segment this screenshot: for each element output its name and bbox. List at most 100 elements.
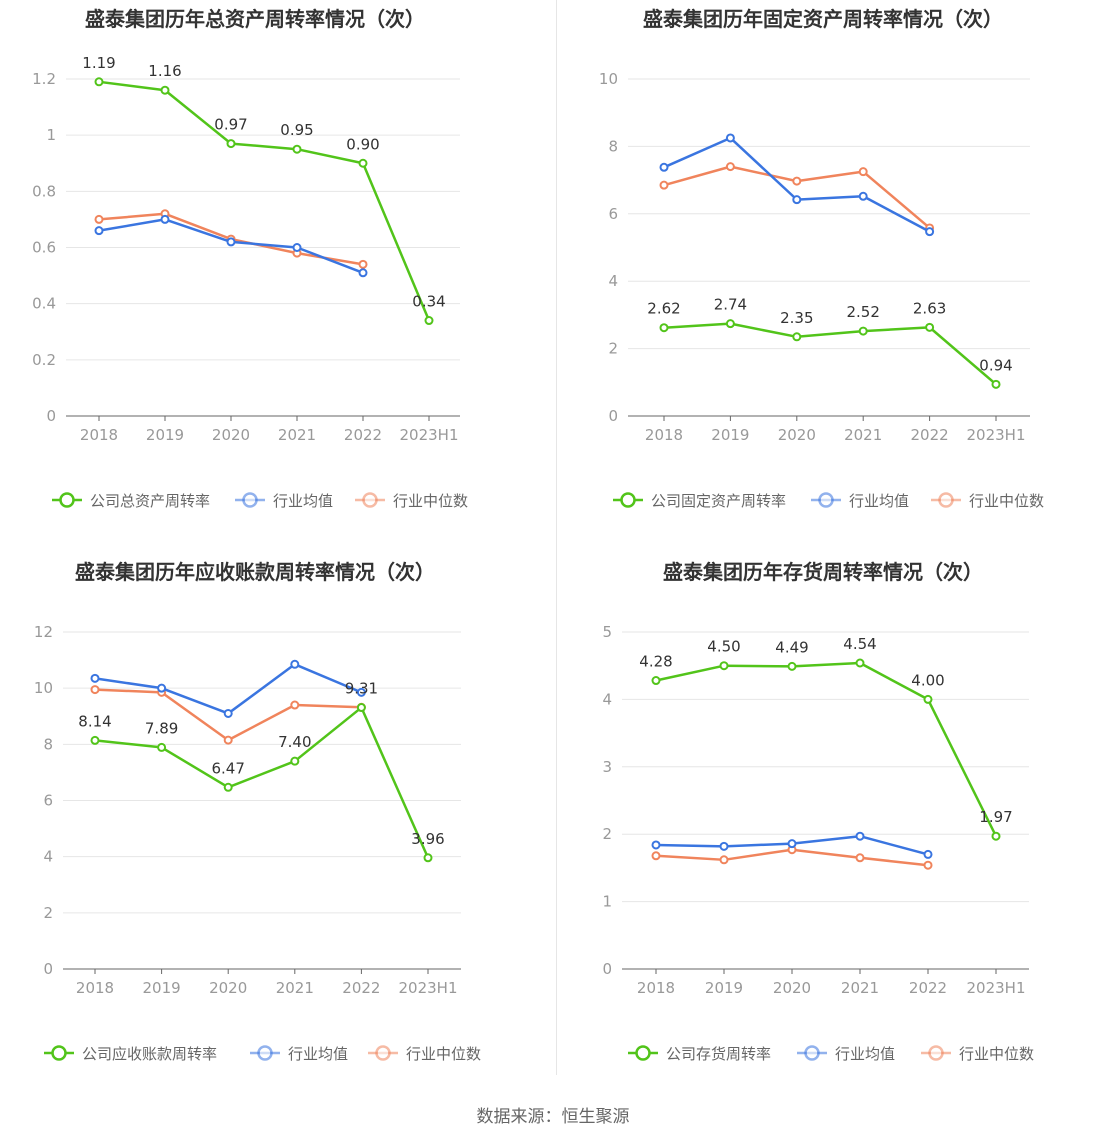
legend-item-avg[interactable]: 行业均值 <box>250 1045 348 1063</box>
y-tick-label: 8 <box>608 137 618 155</box>
x-tick-label: 2018 <box>80 426 118 444</box>
series-line-company <box>663 322 997 386</box>
chart-svg: 盛泰集团历年应收账款周转率情况（次） 0 2 4 6 8 10 12 2018 2019 2020 2… <box>34 560 481 1063</box>
chart-panel-receivables-turnover: 盛泰集团历年应收账款周转率情况（次） 0 2 4 6 8 10 12 2018 2019 2020 2… <box>0 553 553 1093</box>
x-tick-label: 2019 <box>705 979 743 997</box>
series-line-company <box>98 80 431 322</box>
chart-panel-inventory-turnover: 盛泰集团历年存货周转率情况（次） 0 1 2 3 4 5 2018 2019 2020 2021 20… <box>553 553 1106 1093</box>
x-tick-label: 2021 <box>276 979 314 997</box>
legend-item-median[interactable]: 行业中位数 <box>931 492 1044 510</box>
y-tick-label: 1 <box>46 126 56 144</box>
legend-label: 公司固定资产周转率 <box>651 492 786 510</box>
data-label: 0.94 <box>979 356 1012 374</box>
legend-label: 行业均值 <box>288 1045 348 1063</box>
data-point-company <box>157 742 167 752</box>
x-tick-label: 2023H1 <box>400 426 459 444</box>
legend-item-median[interactable]: 行业中位数 <box>355 492 468 510</box>
chart-svg: 盛泰集团历年总资产周转率情况（次） 0 0.2 0.4 0.6 0.8 1 1.2 2018 20… <box>32 7 468 510</box>
data-label: 0.95 <box>280 121 313 139</box>
data-label: 0.90 <box>346 135 379 153</box>
data-label: 0.97 <box>214 116 247 134</box>
x-tick-label: 2023H1 <box>399 979 458 997</box>
x-tick-label: 2019 <box>143 979 181 997</box>
data-label: 8.14 <box>78 712 111 730</box>
legend-item-avg[interactable]: 行业均值 <box>811 492 909 510</box>
x-tick-label: 2023H1 <box>967 979 1026 997</box>
data-point-company <box>787 661 797 671</box>
legend-label: 行业均值 <box>835 1045 895 1063</box>
data-point-company <box>925 322 935 332</box>
x-tick-label: 2018 <box>76 979 114 997</box>
data-point-avg <box>719 841 729 851</box>
legend-swatch-marker <box>242 492 258 508</box>
legend-label: 公司存货周转率 <box>666 1045 771 1063</box>
data-point-median <box>651 851 661 861</box>
y-tick-label: 10 <box>34 679 53 697</box>
series-line-company <box>655 661 998 837</box>
data-point-company <box>923 694 933 704</box>
y-tick-label: 0.8 <box>32 182 56 200</box>
x-tick-label: 2019 <box>711 426 749 444</box>
legend-item-median[interactable]: 行业中位数 <box>921 1045 1034 1063</box>
y-tick-label: 10 <box>599 70 618 88</box>
data-label: 2.35 <box>780 309 813 327</box>
data-point-median <box>358 259 368 269</box>
legend-item-avg[interactable]: 行业均值 <box>235 492 333 510</box>
chart-title: 盛泰集团历年固定资产周转率情况（次） <box>643 7 1003 31</box>
data-label: 2.52 <box>846 303 879 321</box>
legend-item-company[interactable]: 公司存货周转率 <box>628 1045 771 1063</box>
legend-swatch-marker <box>635 1045 651 1061</box>
x-tick-label: 2019 <box>146 426 184 444</box>
data-point-median <box>94 214 104 224</box>
y-tick-label: 6 <box>43 792 53 810</box>
legend-label: 行业均值 <box>849 492 909 510</box>
data-label: 4.28 <box>639 653 672 671</box>
data-point-company <box>292 144 302 154</box>
data-point-median <box>792 176 802 186</box>
data-point-company <box>991 831 1001 841</box>
x-tick-label: 2020 <box>778 426 816 444</box>
legend-swatch-marker <box>375 1045 391 1061</box>
data-label: 4.50 <box>707 638 740 656</box>
y-tick-label: 6 <box>608 205 618 223</box>
data-label: 4.49 <box>775 638 808 656</box>
y-tick-label: 0 <box>608 407 618 425</box>
data-point-company <box>424 316 434 326</box>
legend-item-median[interactable]: 行业中位数 <box>368 1045 481 1063</box>
data-point-avg <box>226 237 236 247</box>
data-point-avg <box>923 849 933 859</box>
x-tick-label: 2020 <box>212 426 250 444</box>
legend-item-company[interactable]: 公司总资产周转率 <box>52 492 210 510</box>
legend-item-company[interactable]: 公司固定资产周转率 <box>613 492 786 510</box>
legend-label: 行业中位数 <box>969 492 1044 510</box>
x-tick-label: 2022 <box>344 426 382 444</box>
legend-swatch-marker <box>804 1045 820 1061</box>
legend-label: 行业中位数 <box>959 1045 1034 1063</box>
data-point-median <box>719 855 729 865</box>
data-point-avg <box>223 708 233 718</box>
legend-label: 行业中位数 <box>406 1045 481 1063</box>
chart-title: 盛泰集团历年存货周转率情况（次） <box>663 560 983 584</box>
data-point-company <box>223 782 233 792</box>
legend-item-avg[interactable]: 行业均值 <box>797 1045 895 1063</box>
y-tick-label: 0 <box>46 407 56 425</box>
data-label: 7.40 <box>278 733 311 751</box>
legend-swatch-marker <box>59 492 75 508</box>
legend-swatch-marker <box>818 492 834 508</box>
y-tick-label: 2 <box>43 904 53 922</box>
y-tick-label: 2 <box>608 340 618 358</box>
data-label: 7.89 <box>145 719 178 737</box>
data-label: 1.97 <box>979 808 1012 826</box>
chart-svg: 盛泰集团历年存货周转率情况（次） 0 1 2 3 4 5 2018 2019 2020 2021 20… <box>602 560 1034 1063</box>
legend-label: 行业中位数 <box>393 492 468 510</box>
legend-item-company[interactable]: 公司应收账款周转率 <box>44 1045 217 1063</box>
data-point-median <box>659 180 669 190</box>
data-label: 2.63 <box>913 299 946 317</box>
data-point-avg <box>94 226 104 236</box>
y-tick-label: 8 <box>43 735 53 753</box>
data-point-median <box>223 735 233 745</box>
data-point-avg <box>792 195 802 205</box>
x-tick-label: 2021 <box>844 426 882 444</box>
data-point-avg <box>160 214 170 224</box>
data-point-company <box>858 326 868 336</box>
